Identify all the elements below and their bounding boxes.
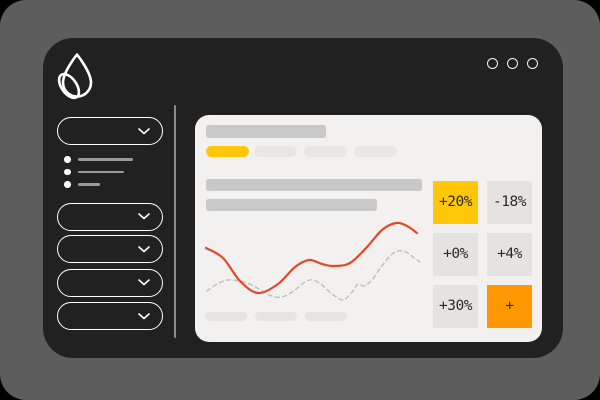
window-control-dot[interactable] bbox=[507, 58, 518, 69]
bullet-skeleton-line bbox=[77, 170, 124, 174]
footer-pill-skeleton bbox=[305, 311, 347, 321]
tab-1-active[interactable] bbox=[206, 145, 249, 157]
chevron-down-icon bbox=[138, 245, 150, 252]
footer-pill-skeleton bbox=[255, 311, 297, 321]
app-window: +20% -18% +0% +4% +30% + bbox=[43, 38, 563, 358]
chart-line-secondary bbox=[206, 250, 421, 301]
chevron-down-icon bbox=[138, 127, 150, 134]
sidebar-dropdown-5[interactable] bbox=[56, 302, 163, 330]
chevron-down-icon bbox=[138, 312, 150, 319]
window-control-dot[interactable] bbox=[487, 58, 498, 69]
metric-tile-grid: +20% -18% +0% +4% +30% + bbox=[433, 181, 532, 328]
sidebar-dropdown-2[interactable] bbox=[56, 202, 163, 231]
tab-3[interactable] bbox=[304, 145, 347, 157]
bullet-skeleton-line bbox=[77, 158, 133, 161]
metric-tile-plus0[interactable]: +0% bbox=[433, 233, 478, 276]
chevron-down-icon bbox=[138, 279, 150, 286]
bullet-dot-icon bbox=[64, 156, 71, 163]
metric-tile-minus18[interactable]: -18% bbox=[487, 181, 532, 224]
metric-tile-plus4[interactable]: +4% bbox=[487, 233, 532, 276]
bullet-list-item[interactable] bbox=[64, 168, 133, 176]
sidebar-dropdown-1[interactable] bbox=[56, 117, 163, 145]
bullet-list-item[interactable] bbox=[64, 181, 133, 188]
droplet-leaf-logo-icon bbox=[57, 53, 93, 100]
bullet-list-item[interactable] bbox=[64, 156, 133, 163]
tab-4[interactable] bbox=[354, 145, 397, 157]
bullet-dot-icon bbox=[64, 181, 71, 188]
window-control-dot[interactable] bbox=[527, 58, 538, 69]
footer-pill-skeleton bbox=[205, 311, 247, 321]
main-panel: +20% -18% +0% +4% +30% + bbox=[195, 115, 542, 342]
title-skeleton-bar bbox=[206, 125, 326, 138]
bullet-skeleton-line bbox=[77, 183, 100, 186]
bullet-dot-icon bbox=[64, 168, 71, 176]
sidebar-dropdown-3[interactable] bbox=[56, 235, 163, 263]
add-metric-button[interactable]: + bbox=[487, 285, 532, 328]
sidebar-bullet-list bbox=[64, 156, 133, 188]
sidebar-divider bbox=[173, 105, 176, 338]
metric-tile-plus30[interactable]: +30% bbox=[433, 285, 478, 328]
chart-line-primary bbox=[204, 221, 419, 295]
sidebar-dropdown-4[interactable] bbox=[56, 268, 163, 297]
text-skeleton-bar bbox=[206, 199, 377, 211]
window-controls bbox=[487, 58, 538, 69]
metric-tile-plus20[interactable]: +20% bbox=[433, 181, 478, 224]
text-skeleton-bar bbox=[206, 179, 422, 191]
chevron-down-icon bbox=[138, 213, 150, 220]
line-chart bbox=[204, 221, 421, 301]
tab-2[interactable] bbox=[254, 145, 297, 157]
